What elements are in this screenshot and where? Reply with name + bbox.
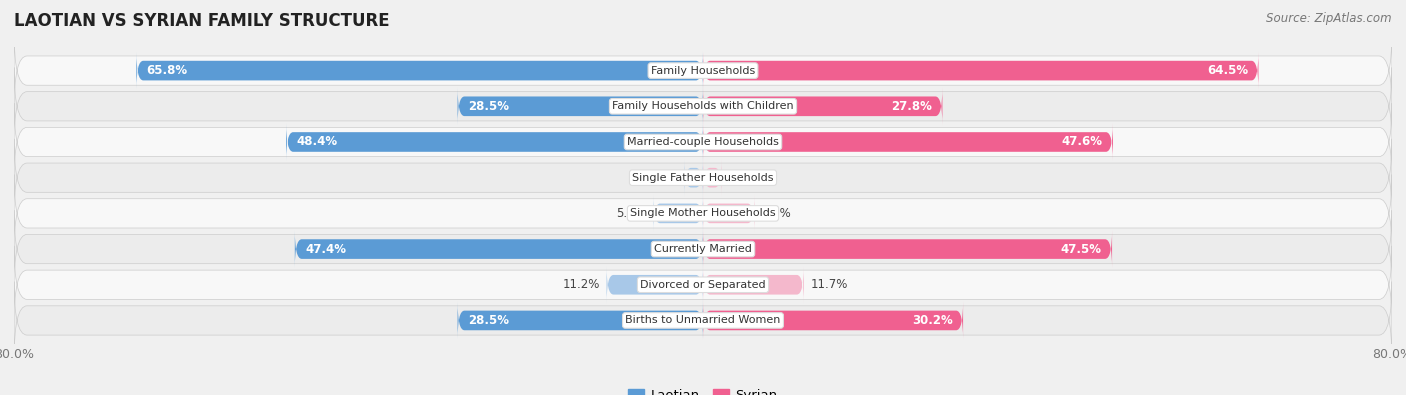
FancyBboxPatch shape [136, 52, 703, 89]
Text: Births to Unmarried Women: Births to Unmarried Women [626, 316, 780, 325]
Text: Source: ZipAtlas.com: Source: ZipAtlas.com [1267, 12, 1392, 25]
FancyBboxPatch shape [14, 32, 1392, 109]
FancyBboxPatch shape [703, 230, 1112, 268]
FancyBboxPatch shape [703, 88, 942, 125]
FancyBboxPatch shape [295, 230, 703, 268]
FancyBboxPatch shape [703, 302, 963, 339]
Text: 47.4%: 47.4% [305, 243, 346, 256]
Text: Married-couple Households: Married-couple Households [627, 137, 779, 147]
FancyBboxPatch shape [287, 123, 703, 161]
FancyBboxPatch shape [14, 68, 1392, 145]
FancyBboxPatch shape [703, 195, 755, 232]
Text: 28.5%: 28.5% [468, 314, 509, 327]
Text: 48.4%: 48.4% [297, 135, 337, 149]
FancyBboxPatch shape [685, 159, 703, 196]
FancyBboxPatch shape [703, 266, 804, 303]
Text: Single Mother Households: Single Mother Households [630, 209, 776, 218]
Text: 47.6%: 47.6% [1062, 135, 1102, 149]
FancyBboxPatch shape [703, 123, 1114, 161]
Text: LAOTIAN VS SYRIAN FAMILY STRUCTURE: LAOTIAN VS SYRIAN FAMILY STRUCTURE [14, 12, 389, 30]
FancyBboxPatch shape [14, 139, 1392, 216]
Text: 47.5%: 47.5% [1060, 243, 1102, 256]
Text: Divorced or Separated: Divorced or Separated [640, 280, 766, 290]
Text: Family Households with Children: Family Households with Children [612, 101, 794, 111]
Text: 64.5%: 64.5% [1206, 64, 1249, 77]
Text: 11.2%: 11.2% [562, 278, 599, 291]
Legend: Laotian, Syrian: Laotian, Syrian [628, 389, 778, 395]
FancyBboxPatch shape [457, 302, 703, 339]
Text: 27.8%: 27.8% [891, 100, 932, 113]
FancyBboxPatch shape [703, 159, 721, 196]
FancyBboxPatch shape [652, 195, 703, 232]
Text: 6.0%: 6.0% [762, 207, 792, 220]
FancyBboxPatch shape [457, 88, 703, 125]
Text: Single Father Households: Single Father Households [633, 173, 773, 182]
Text: 5.8%: 5.8% [617, 207, 647, 220]
FancyBboxPatch shape [14, 175, 1392, 252]
Text: 2.2%: 2.2% [728, 171, 759, 184]
Text: 28.5%: 28.5% [468, 100, 509, 113]
FancyBboxPatch shape [14, 246, 1392, 324]
Text: 2.2%: 2.2% [647, 171, 678, 184]
Text: 30.2%: 30.2% [912, 314, 953, 327]
FancyBboxPatch shape [14, 282, 1392, 359]
FancyBboxPatch shape [703, 52, 1258, 89]
FancyBboxPatch shape [14, 210, 1392, 288]
FancyBboxPatch shape [606, 266, 703, 303]
FancyBboxPatch shape [14, 103, 1392, 181]
Text: 65.8%: 65.8% [146, 64, 188, 77]
Text: 11.7%: 11.7% [811, 278, 848, 291]
Text: Currently Married: Currently Married [654, 244, 752, 254]
Text: Family Households: Family Households [651, 66, 755, 75]
